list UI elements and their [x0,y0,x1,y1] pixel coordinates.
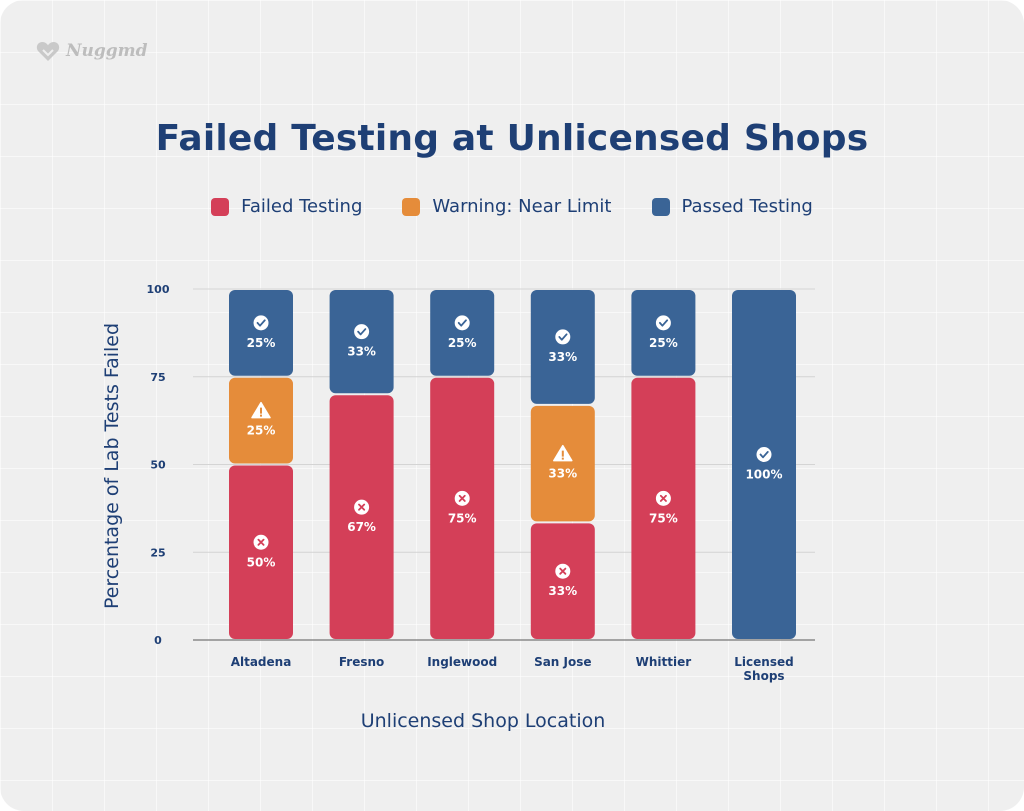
brand-logo: Nuggmd [36,40,148,62]
check-circle-icon [555,329,571,345]
legend-item: Failed Testing [211,196,362,217]
x-tick-label: Whittier [636,655,692,669]
bar-segment [631,290,696,376]
x-tick-label: Inglewood [427,655,497,669]
x-circle-icon [655,490,671,506]
data-label: 100% [745,468,782,482]
bar-segment [229,465,293,639]
check-circle-icon [354,324,370,340]
legend-swatch [651,197,670,216]
x-tick-label: Altadena [231,655,292,669]
data-label: 33% [548,584,577,598]
y-tick-label: 100 [147,283,170,296]
data-label: 25% [247,424,276,438]
chart-title: Failed Testing at Unlicensed Shops [155,118,869,159]
data-label: 25% [649,336,678,350]
x-axis-label: Unlicensed Shop Location [360,710,606,732]
legend-item: Warning: Near Limit [402,196,612,217]
bar-segment [430,290,495,376]
warning-triangle-icon [553,444,573,462]
x-tick-label: San Jose [534,655,591,669]
warning-triangle-icon [251,401,271,419]
bar-segment [329,395,394,639]
bar-segment [530,290,595,404]
data-label: 33% [548,467,577,481]
x-circle-icon [253,534,269,550]
y-tick-label: 0 [154,634,162,647]
bar-segment [329,290,394,394]
data-label: 67% [347,520,376,534]
check-circle-icon [756,447,772,462]
y-axis-label: Percentage of Lab Tests Failed [101,322,123,610]
data-label: 75% [649,511,678,525]
legend: Failed Testing Warning: Near Limit Passed … [0,196,1024,217]
bar-segment [229,290,293,376]
x-circle-icon [354,499,370,515]
data-label: 25% [247,336,276,350]
legend-label: Warning: Near Limit [432,196,612,217]
legend-swatch [211,197,230,216]
bar-segment [530,405,595,522]
data-label: 25% [448,336,477,350]
bar-segment [631,377,696,639]
x-tick-label: Shops [743,669,784,683]
heart-logo-icon [36,41,60,61]
legend-label: Failed Testing [241,196,363,217]
bar-segment [229,377,293,464]
x-circle-icon [454,490,470,506]
x-tick-label: Licensed [734,655,793,669]
data-label: 33% [548,350,577,364]
check-circle-icon [655,315,671,331]
check-circle-icon [253,315,269,331]
check-circle-icon [454,315,470,331]
bar-segment [430,377,495,639]
bar-segment [530,523,595,639]
data-label: 75% [448,511,477,525]
legend-item: Passed Testing [651,196,813,217]
data-label: 50% [247,555,276,569]
y-tick-label: 50 [150,459,166,472]
legend-swatch [402,197,421,216]
y-tick-label: 25 [150,546,165,559]
logo-text: Nuggmd [66,41,148,61]
bar-segment [732,290,796,639]
y-tick-label: 75 [150,371,165,384]
x-tick-label: Fresno [339,655,384,669]
data-label: 33% [347,345,376,359]
legend-label: Passed Testing [681,196,813,217]
x-circle-icon [555,563,571,579]
